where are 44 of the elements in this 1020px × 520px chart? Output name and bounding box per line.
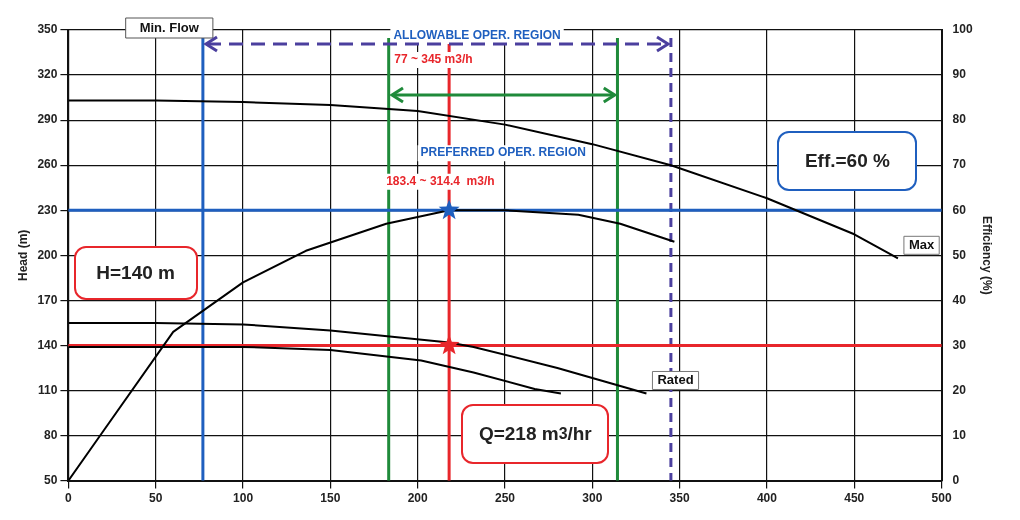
x-tick-label: 500 xyxy=(931,491,952,506)
x-tick-label: 450 xyxy=(844,491,865,506)
y2-tick-label: 0 xyxy=(952,472,960,487)
x-tick-label: 400 xyxy=(756,491,778,506)
x-tick-label: 300 xyxy=(582,491,603,506)
y-tick-label: 350 xyxy=(37,22,58,37)
y-tick-label: 140 xyxy=(37,337,58,352)
annotation: H=140 m xyxy=(73,246,198,301)
y-tick-label: 80 xyxy=(44,427,58,442)
y-tick-label: 200 xyxy=(37,247,58,262)
y-tick-label: 230 xyxy=(37,202,58,217)
y-tick-label: 320 xyxy=(37,67,58,82)
annotation: ALLOWABLE OPER. REGION xyxy=(393,28,561,43)
series-label: Max xyxy=(908,236,935,252)
annotation: Eff.=60 % xyxy=(777,130,918,191)
y-axis-title: Head (m) xyxy=(15,229,30,281)
ref-line-label: Min. Flow xyxy=(139,19,200,35)
x-tick-label: 350 xyxy=(669,491,690,506)
y-tick-label: 170 xyxy=(37,292,58,307)
y2-tick-label: 20 xyxy=(952,382,967,397)
y2-tick-label: 10 xyxy=(952,427,967,442)
y-tick-label: 50 xyxy=(44,472,58,487)
y2-axis-title: Efficiency (%) xyxy=(980,215,995,295)
x-tick-label: 150 xyxy=(320,491,341,506)
series-label: Rated xyxy=(657,372,694,388)
x-tick-label: 0 xyxy=(65,491,73,506)
y2-tick-label: 90 xyxy=(952,67,967,82)
y-tick-label: 260 xyxy=(37,157,58,172)
y2-tick-label: 50 xyxy=(952,247,967,262)
x-tick-label: 50 xyxy=(149,491,163,506)
x-tick-label: 200 xyxy=(407,491,429,506)
y2-tick-label: 60 xyxy=(952,202,967,217)
x-tick-label: 100 xyxy=(233,491,254,506)
y2-tick-label: 30 xyxy=(952,337,967,352)
x-tick-label: 250 xyxy=(494,491,516,506)
y2-tick-label: 100 xyxy=(952,22,973,37)
y2-tick-label: 80 xyxy=(952,112,967,127)
y-tick-label: 110 xyxy=(38,382,58,397)
y-tick-label: 290 xyxy=(37,112,58,127)
y2-tick-label: 40 xyxy=(952,292,967,307)
annotation: PREFERRED OPER. REGION xyxy=(420,145,586,160)
annotation: 77 ~ 345 m3/h xyxy=(394,52,473,67)
annotation: 183.4 ~ 314.4 m3/h xyxy=(386,174,495,189)
y2-tick-label: 70 xyxy=(952,157,967,172)
